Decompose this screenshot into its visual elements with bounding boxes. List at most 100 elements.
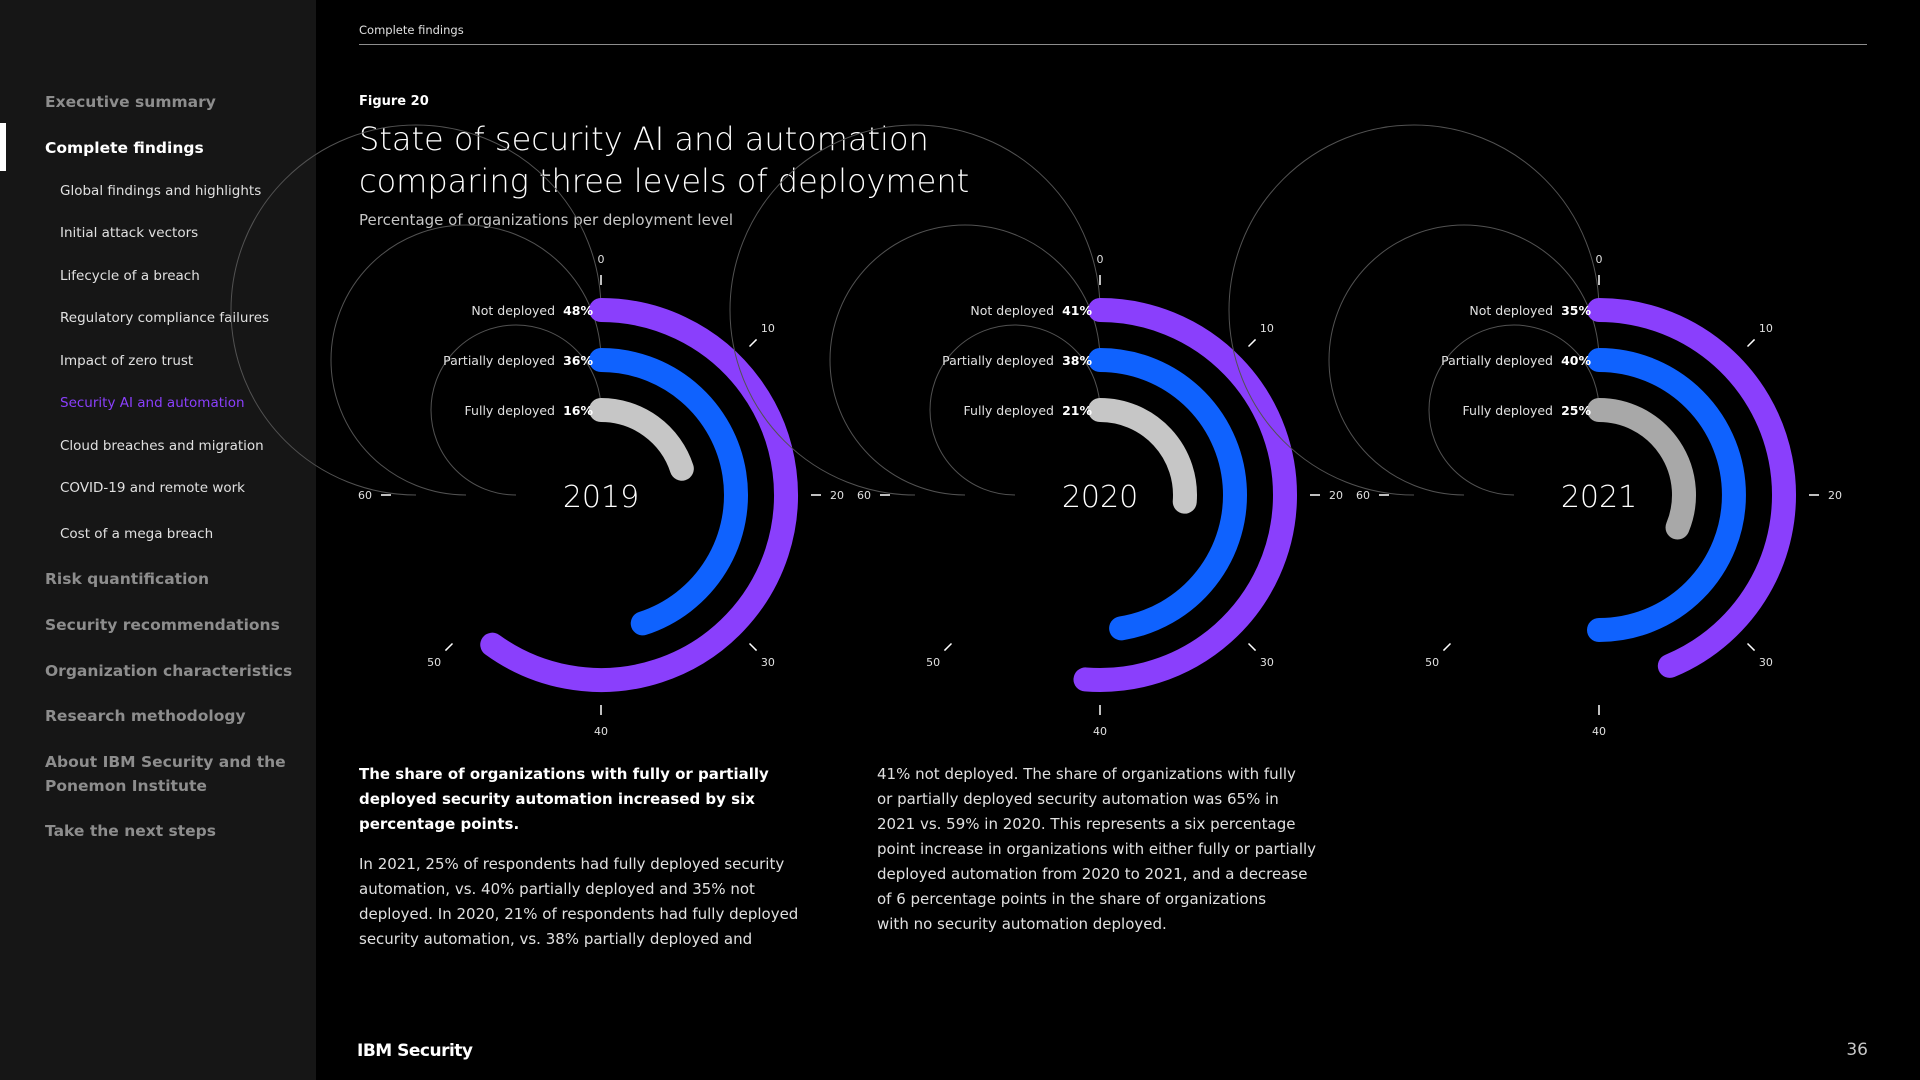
- radial-bar-fully-deployed: [1088, 398, 1197, 514]
- axis-tick-label: 10: [761, 322, 775, 335]
- axis-tick: [748, 642, 758, 652]
- sidebar-item-research-methodology[interactable]: Research methodology: [45, 707, 246, 725]
- track-arc: [430, 324, 602, 496]
- sidebar-item-mega-breach[interactable]: Cost of a mega breach: [60, 526, 214, 542]
- track-arc: [1328, 224, 1600, 496]
- axis-tick: [1746, 642, 1756, 652]
- radial-bar-not-deployed: [480, 298, 798, 692]
- value-label: 48%: [563, 303, 593, 318]
- key-finding-line: percentage points.: [359, 815, 520, 833]
- body-line: with no security automation deployed.: [877, 915, 1167, 933]
- axis-tick-label: 30: [1260, 656, 1274, 669]
- value-label: 38%: [1062, 353, 1092, 368]
- radial-bar-partially-deployed: [589, 348, 748, 636]
- sidebar-item-covid[interactable]: COVID-19 and remote work: [60, 480, 245, 496]
- track-arc: [330, 224, 602, 496]
- value-label: 21%: [1062, 403, 1092, 418]
- sidebar-item-next-steps[interactable]: Take the next steps: [45, 822, 217, 840]
- axis-tick: [1442, 642, 1452, 652]
- sidebar-item-security-ai[interactable]: Security AI and automation: [60, 395, 245, 411]
- breadcrumb: Complete findings: [359, 23, 464, 37]
- sidebar-item-organization-characteristics[interactable]: Organization characteristics: [45, 662, 293, 680]
- radial-bar-not-deployed: [1073, 298, 1297, 692]
- axis-tick-label: 20: [830, 489, 844, 502]
- sidebar-item-about-ibm[interactable]: About IBM Security and the: [45, 753, 286, 771]
- axis-tick-label: 0: [598, 253, 605, 266]
- sidebar-item-complete-findings[interactable]: Complete findings: [45, 139, 204, 157]
- sidebar-item-cloud-breaches[interactable]: Cloud breaches and migration: [60, 438, 264, 454]
- chart-year-label: 2021: [1561, 480, 1637, 515]
- category-label: Fully deployed: [1463, 403, 1553, 418]
- value-label: 25%: [1561, 403, 1591, 418]
- axis-tick-label: 0: [1097, 253, 1104, 266]
- key-finding-line: The share of organizations with fully or…: [359, 765, 769, 783]
- body-line: 2021 vs. 59% in 2020. This represents a …: [877, 815, 1296, 833]
- category-label: Not deployed: [970, 303, 1054, 318]
- category-label: Partially deployed: [1441, 353, 1553, 368]
- radial-bar-fully-deployed: [589, 398, 694, 481]
- axis-tick: [1746, 338, 1756, 348]
- radial-bar-not-deployed: [1587, 298, 1796, 678]
- track-arc: [230, 124, 602, 496]
- ibm-security-logo: IBM Security: [357, 1041, 473, 1061]
- radial-chart-2019: 0 10 20 30 40 50 60 48% Not deployed 36% Partially…: [230, 124, 851, 738]
- sidebar-item-risk-quantification[interactable]: Risk quantification: [45, 570, 210, 588]
- axis-tick-label: 40: [594, 725, 608, 738]
- sidebar-item-regulatory[interactable]: Regulatory compliance failures: [60, 310, 270, 326]
- title-line-1: State of security AI and automation: [359, 120, 929, 158]
- category-label: Partially deployed: [942, 353, 1054, 368]
- sidebar-item-initial-attack-vectors[interactable]: Initial attack vectors: [60, 225, 199, 241]
- category-label: Not deployed: [1469, 303, 1553, 318]
- chart-year-label: 2019: [563, 480, 639, 515]
- axis-tick: [1247, 642, 1257, 652]
- axis-tick-label: 10: [1260, 322, 1274, 335]
- radial-chart-2020: 0 10 20 30 40 50 60 41% Not deployed 38% Partially…: [729, 124, 1350, 738]
- axis-tick-label: 10: [1759, 322, 1773, 335]
- sidebar-item-zero-trust[interactable]: Impact of zero trust: [60, 353, 194, 369]
- axis-tick-label: 30: [1759, 656, 1773, 669]
- track-arc: [829, 224, 1101, 496]
- header-divider: [359, 44, 1867, 45]
- title-line-2: comparing three levels of deployment: [359, 162, 970, 200]
- axis-tick-label: 40: [1093, 725, 1107, 738]
- value-label: 35%: [1561, 303, 1591, 318]
- value-label: 16%: [563, 403, 593, 418]
- sidebar-item-security-recommendations[interactable]: Security recommendations: [45, 616, 280, 634]
- category-label: Partially deployed: [443, 353, 555, 368]
- category-label: Fully deployed: [465, 403, 555, 418]
- track-arc: [1228, 124, 1600, 496]
- axis-tick-label: 30: [761, 656, 775, 669]
- key-finding: The share of organizations with fully or…: [359, 762, 769, 837]
- axis-tick-label: 20: [1329, 489, 1343, 502]
- body-line: deployed automation from 2020 to 2021, a…: [877, 865, 1308, 883]
- axis-tick-label: 60: [1356, 489, 1370, 502]
- body-line: 41% not deployed. The share of organizat…: [877, 765, 1296, 783]
- body-line: point increase in organizations with eit…: [877, 840, 1317, 858]
- axis-tick-label: 60: [857, 489, 871, 502]
- axis-tick-label: 50: [1425, 656, 1439, 669]
- value-label: 36%: [563, 353, 593, 368]
- page-number: 36: [1846, 1040, 1868, 1060]
- sidebar-item-about-ibm-line2[interactable]: Ponemon Institute: [45, 777, 207, 795]
- axis-tick-label: 60: [358, 489, 372, 502]
- axis-tick: [444, 642, 454, 652]
- chart-subtitle: Percentage of organizations per deployme…: [359, 211, 734, 229]
- sidebar-item-global-findings[interactable]: Global findings and highlights: [60, 183, 262, 199]
- axis-tick: [748, 338, 758, 348]
- radial-bar-fully-deployed: [1587, 398, 1696, 540]
- category-label: Fully deployed: [964, 403, 1054, 418]
- axis-tick-label: 50: [427, 656, 441, 669]
- body-line: automation, vs. 40% partially deployed a…: [359, 880, 755, 898]
- axis-tick: [943, 642, 953, 652]
- track-arc: [729, 124, 1101, 496]
- key-finding-line: deployed security automation increased b…: [359, 790, 755, 808]
- track-arc: [929, 324, 1101, 496]
- figure-label: Figure 20: [359, 94, 429, 109]
- sidebar-item-executive-summary[interactable]: Executive summary: [45, 93, 216, 111]
- value-label: 40%: [1561, 353, 1591, 368]
- radial-chart-2021: 0 10 20 30 40 50 60 35% Not deployed 40% Partially…: [1228, 124, 1849, 738]
- axis-tick-label: 0: [1596, 253, 1603, 266]
- active-indicator: [0, 123, 6, 171]
- sidebar-item-lifecycle[interactable]: Lifecycle of a breach: [60, 268, 200, 284]
- track-arc: [1428, 324, 1600, 496]
